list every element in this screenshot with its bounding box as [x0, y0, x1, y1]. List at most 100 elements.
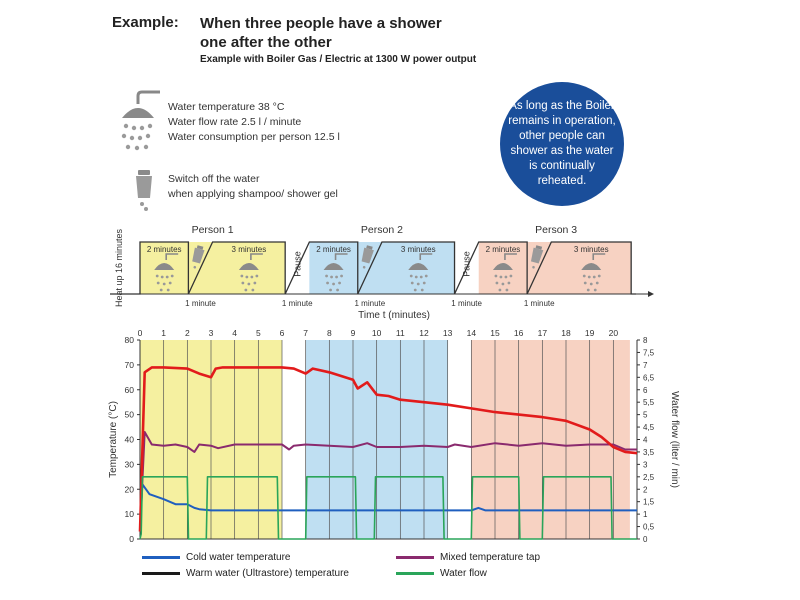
- one-minute-label: 1 minute: [451, 299, 482, 308]
- y-right-tick-label: 0,5: [643, 523, 655, 532]
- y-left-tick-label: 20: [125, 484, 135, 494]
- temperature-flow-chart: 0 1 2 3 4 5 6 7 8 9 10 11 12 13 14 15 16 17 18 19 2001020304…: [108, 328, 680, 544]
- y-right-tick-label: 4,5: [643, 423, 655, 432]
- water-drop: [193, 265, 197, 269]
- y-left-tick-label: 10: [125, 509, 135, 519]
- one-minute-label: 1 minute: [355, 299, 386, 308]
- shower-head: [323, 263, 344, 270]
- y-right-tick-label: 7,5: [643, 348, 655, 357]
- water-drop: [255, 274, 259, 278]
- legend-item-warm: Warm water (Ultrastore) temperature: [142, 568, 349, 579]
- water-drop: [166, 288, 170, 292]
- x-tick-label: 8: [327, 328, 332, 338]
- shower-head: [581, 263, 602, 270]
- water-drop: [424, 274, 428, 278]
- x-tick-label: 1: [161, 328, 166, 338]
- shower-head-icon: [323, 253, 348, 292]
- x-tick-label: 10: [372, 328, 382, 338]
- y-right-tick-label: 7: [643, 361, 648, 370]
- duration-label: 2 minutes: [147, 245, 182, 254]
- duration-label: 2 minutes: [316, 245, 351, 254]
- y-left-tick-label: 50: [125, 410, 135, 420]
- water-drop: [241, 281, 245, 285]
- water-drop: [592, 275, 596, 279]
- shower-head: [238, 263, 259, 270]
- shower-head: [154, 263, 175, 270]
- water-drop: [504, 275, 508, 279]
- shower-info: Water temperature 38 °C Water flow rate …: [168, 100, 340, 145]
- y-left-tick-label: 30: [125, 459, 135, 469]
- water-drop: [532, 265, 535, 269]
- shower-schedule-diagram: Time t (minutes) Heat up 16 minutes Person…: [110, 224, 654, 321]
- x-tick-label: 16: [514, 328, 524, 338]
- info-bubble: As long as the Boiler remains in operati…: [500, 82, 624, 206]
- water-drop: [240, 274, 244, 278]
- x-tick-label: 15: [490, 328, 500, 338]
- x-tick-label: 3: [209, 328, 214, 338]
- shampoo-bottle-icon: [361, 245, 374, 269]
- water-drop: [501, 282, 505, 286]
- y-right-tick-label: 5,5: [643, 398, 655, 407]
- y-right-tick-label: 2,5: [643, 473, 655, 482]
- one-minute-label: 1 minute: [185, 299, 216, 308]
- y-left-tick-label: 70: [125, 360, 135, 370]
- duration-label: 2 minutes: [486, 245, 521, 254]
- series-line-cold-water-temperature: [139, 483, 637, 532]
- y-right-tick-label: 6,5: [643, 373, 655, 382]
- water-drop: [587, 275, 591, 279]
- water-drop: [582, 274, 586, 278]
- water-drop: [330, 275, 333, 279]
- x-tick-label: 19: [585, 328, 595, 338]
- shower-head-icon: [581, 253, 606, 292]
- x-tick-label: 7: [303, 328, 308, 338]
- water-drop: [494, 274, 498, 278]
- time-axis-arrow: [648, 291, 654, 297]
- x-tick-label: 17: [538, 328, 548, 338]
- water-drop: [495, 281, 499, 285]
- x-tick-label: 20: [609, 328, 619, 338]
- water-drop: [409, 274, 413, 278]
- y-right-tick-label: 1: [643, 510, 648, 519]
- water-drop: [329, 288, 332, 292]
- series-line-warm-water-ultrastore-temperature: [138, 366, 638, 532]
- heat-up-label: Heat up 16 minutes: [114, 228, 124, 307]
- water-drop: [168, 281, 172, 285]
- water-drop: [597, 274, 601, 278]
- bottle-body: [192, 247, 205, 264]
- one-minute-label: 1 minute: [282, 299, 313, 308]
- x-tick-label: 6: [280, 328, 285, 338]
- water-drop: [419, 275, 423, 279]
- person-label-1: Person 1: [192, 224, 234, 236]
- legend-swatch-cold: [142, 556, 180, 559]
- bottle-body: [530, 247, 544, 264]
- water-drop: [165, 275, 169, 279]
- example-label: Example:: [112, 14, 179, 31]
- legend-label-cold: Cold water temperature: [186, 552, 291, 563]
- pause-label: Pause: [462, 251, 472, 277]
- y-right-tick-label: 4: [643, 436, 648, 445]
- y-right-tick-label: 2: [643, 485, 648, 494]
- shower-pipe: [419, 253, 433, 260]
- water-consumption-text: Water consumption per person 12.5 l: [168, 131, 340, 143]
- y-right-tick-label: 1,5: [643, 498, 655, 507]
- legend-swatch-flow: [396, 572, 434, 575]
- water-drop: [335, 275, 338, 279]
- shower-head-icon: [492, 253, 517, 292]
- water-drop: [170, 274, 174, 278]
- x-tick-label: 14: [467, 328, 477, 338]
- y-right-tick-label: 0: [643, 535, 648, 544]
- x-tick-label: 5: [256, 328, 261, 338]
- water-temperature-text: Water temperature 38 °C: [168, 101, 285, 113]
- shower-pipe: [165, 253, 179, 260]
- shampoo-bottle-icon: [192, 245, 205, 269]
- shower-pipe: [504, 253, 517, 260]
- water-drop: [505, 288, 509, 292]
- one-minute-label: 1 minute: [524, 299, 555, 308]
- duration-label: 3 minutes: [401, 245, 436, 254]
- shower-head-icon: [154, 253, 179, 292]
- series-line-water-flow: [139, 476, 637, 540]
- legend-label-warm: Warm water (Ultrastore) temperature: [186, 568, 349, 579]
- duration-label: 3 minutes: [574, 245, 609, 254]
- info-bubble-text: As long as the Boiler remains in operati…: [508, 100, 616, 187]
- y-left-tick-label: 60: [125, 385, 135, 395]
